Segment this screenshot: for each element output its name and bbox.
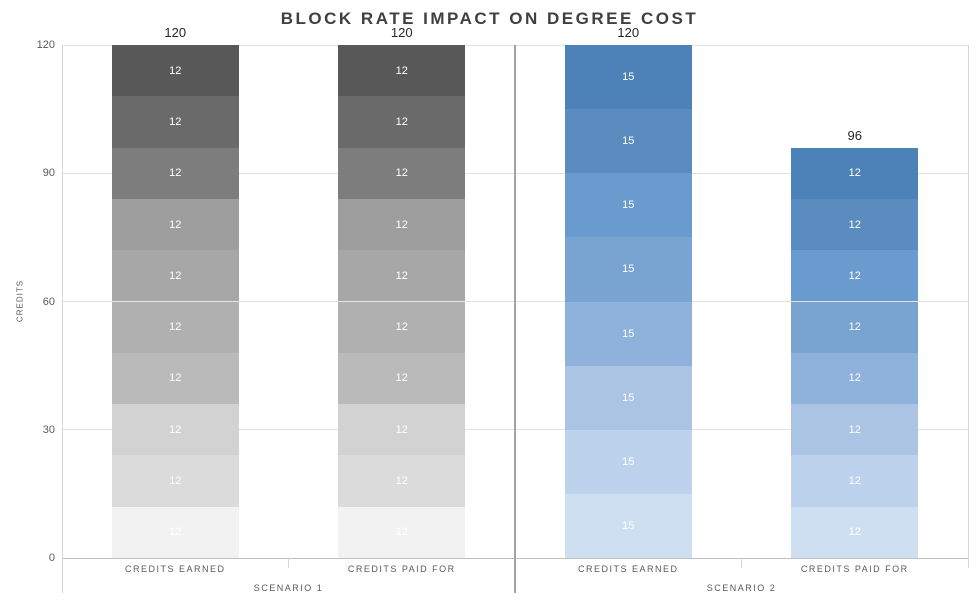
plot-edge-line xyxy=(967,45,969,568)
segment-value-label: 12 xyxy=(169,321,182,334)
bar-segment: 12 xyxy=(111,404,239,456)
category-tick xyxy=(288,558,289,568)
segment-value-label: 12 xyxy=(848,218,861,231)
segment-value-label: 15 xyxy=(622,263,635,276)
segment-value-label: 12 xyxy=(169,269,182,282)
bar-total-label: 120 xyxy=(617,25,640,40)
bar-segment: 12 xyxy=(791,301,919,353)
bar-segment: 15 xyxy=(564,429,692,494)
bar-segment: 12 xyxy=(338,96,466,148)
y-axis-tick-label: 0 xyxy=(48,552,55,564)
scenario-label: SCENARIO 1 xyxy=(253,583,324,593)
y-axis-tick-label: 120 xyxy=(36,39,55,51)
segment-value-label: 12 xyxy=(169,423,182,436)
bar-segment: 12 xyxy=(111,250,239,302)
segment-value-label: 12 xyxy=(395,372,408,385)
segment-value-label: 15 xyxy=(622,327,635,340)
segment-value-label: 12 xyxy=(395,269,408,282)
segment-value-label: 12 xyxy=(395,167,408,180)
scenario-label: SCENARIO 2 xyxy=(706,583,777,593)
bar-segment: 12 xyxy=(338,352,466,405)
scenario-divider xyxy=(514,45,516,593)
bar-segment: 12 xyxy=(338,301,466,353)
segment-value-label: 15 xyxy=(622,199,635,212)
bar-segment: 12 xyxy=(338,506,466,558)
segment-value-label: 15 xyxy=(622,135,635,148)
segment-value-label: 12 xyxy=(395,218,408,231)
segment-value-label: 12 xyxy=(848,423,861,436)
segment-value-label: 12 xyxy=(848,321,861,334)
bar-segment: 12 xyxy=(338,45,466,97)
category-label: CREDITS PAID FOR xyxy=(800,564,909,574)
bar-total-label: 120 xyxy=(390,25,413,40)
bar-segment: 12 xyxy=(111,96,239,148)
category-tick xyxy=(741,558,742,568)
segment-value-label: 15 xyxy=(622,71,635,84)
bar-segment: 12 xyxy=(791,506,919,558)
bar-segment: 12 xyxy=(111,455,239,507)
segment-value-label: 12 xyxy=(848,526,861,539)
chart-title: BLOCK RATE IMPACT ON DEGREE COST xyxy=(280,9,699,28)
segment-value-label: 12 xyxy=(169,372,182,385)
bar-segment: 15 xyxy=(564,109,692,174)
segment-value-label: 12 xyxy=(848,269,861,282)
bar-segment: 12 xyxy=(791,455,919,507)
bar-segment: 12 xyxy=(791,352,919,405)
bar-total-label: 120 xyxy=(164,25,187,40)
segment-value-label: 12 xyxy=(848,475,861,488)
bar-segment: 12 xyxy=(338,250,466,302)
bar-segment: 12 xyxy=(338,198,466,251)
bar-segment: 12 xyxy=(111,45,239,97)
segment-value-label: 12 xyxy=(169,167,182,180)
category-label: CREDITS EARNED xyxy=(577,564,679,574)
bar-segment: 12 xyxy=(791,198,919,251)
y-axis-tick-label: 60 xyxy=(42,295,55,308)
segment-value-label: 12 xyxy=(848,167,861,180)
segment-value-label: 12 xyxy=(395,526,408,539)
bar-segment: 15 xyxy=(564,365,692,430)
segment-value-label: 12 xyxy=(395,64,408,77)
bar-total-label: 96 xyxy=(847,127,862,143)
bar-segment: 15 xyxy=(564,301,692,366)
segment-value-label: 12 xyxy=(169,218,182,231)
bar-segment: 12 xyxy=(111,147,239,199)
segment-value-label: 12 xyxy=(169,526,182,539)
bar-segment: 12 xyxy=(791,404,919,456)
bar-segment: 15 xyxy=(564,45,692,110)
y-axis-tick-label: 90 xyxy=(42,167,55,180)
segment-value-label: 12 xyxy=(169,64,182,77)
bar-segment: 12 xyxy=(791,250,919,302)
bar-segment: 15 xyxy=(564,173,692,238)
bar-segment: 12 xyxy=(111,198,239,251)
bar-segment: 15 xyxy=(564,237,692,302)
segment-value-label: 12 xyxy=(395,475,408,488)
bar-segment: 12 xyxy=(791,147,919,199)
category-label: CREDITS PAID FOR xyxy=(347,564,456,574)
segment-value-label: 12 xyxy=(169,115,182,128)
y-axis-tick-label: 30 xyxy=(42,423,55,436)
bar-segment: 12 xyxy=(111,352,239,405)
segment-value-label: 12 xyxy=(395,115,408,128)
segment-value-label: 15 xyxy=(622,455,635,468)
segment-value-label: 15 xyxy=(622,519,635,532)
bar-segment: 12 xyxy=(111,506,239,558)
plot-edge-line xyxy=(61,45,63,593)
category-label: CREDITS EARNED xyxy=(124,564,226,574)
segment-value-label: 12 xyxy=(395,321,408,334)
bar-segment: 12 xyxy=(338,147,466,199)
segment-value-label: 12 xyxy=(395,423,408,436)
bar-segment: 12 xyxy=(338,455,466,507)
segment-value-label: 15 xyxy=(622,391,635,404)
bar-segment: 12 xyxy=(111,301,239,353)
bar-segment: 15 xyxy=(564,493,692,558)
segment-value-label: 12 xyxy=(169,475,182,488)
bar-segment: 12 xyxy=(338,404,466,456)
segment-value-label: 12 xyxy=(848,372,861,385)
